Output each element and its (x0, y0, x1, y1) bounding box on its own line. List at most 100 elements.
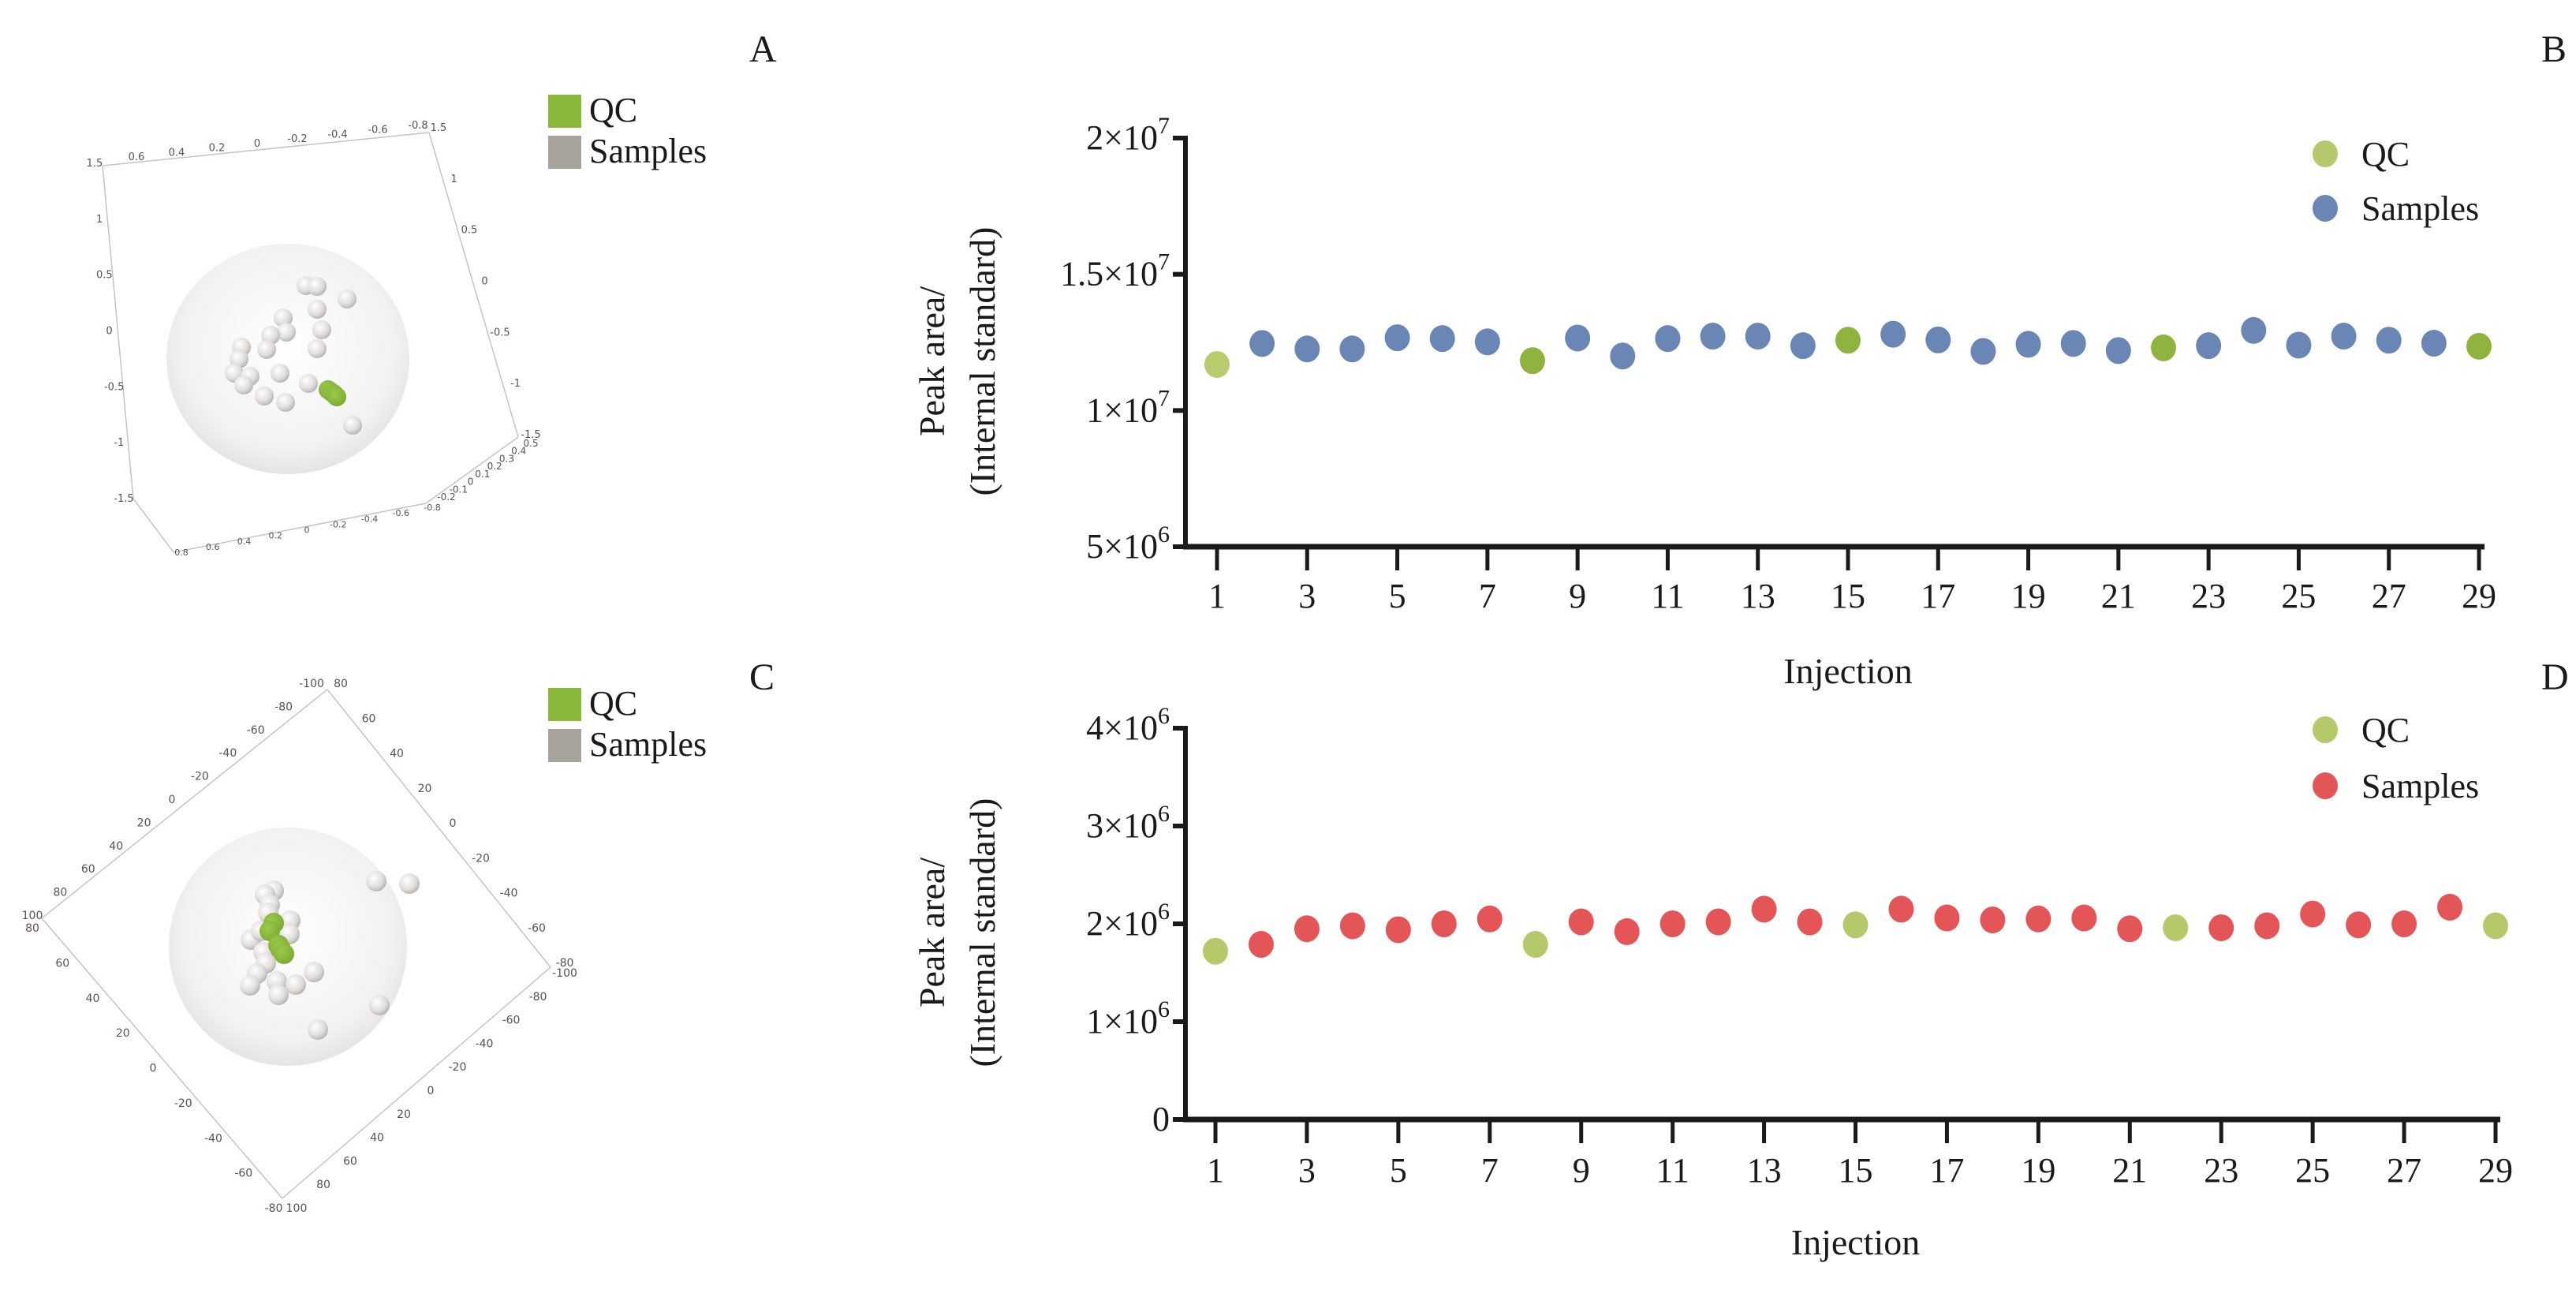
legend-label-qc: QC (589, 91, 637, 129)
y-axis-title-line: Peak area/ (912, 286, 952, 436)
axis-tick-label: 80 (334, 678, 348, 690)
axis-tick-label: -80 (556, 957, 574, 970)
data-point-qc (2163, 914, 2189, 941)
y-tick-mantissa: 2×10 (1086, 118, 1158, 157)
panel-c-3d-pca-plot: -100-80-60-40-20020406080100806040200-20… (22, 678, 707, 1215)
data-point-samples (1294, 335, 1320, 363)
x-tick-label: 21 (2101, 577, 2136, 615)
sample-point (308, 277, 327, 296)
data-point-samples (2254, 912, 2280, 940)
y-tick-mantissa: 3×10 (1086, 806, 1158, 845)
data-point-samples (1565, 324, 1591, 352)
x-tick-label: 11 (1656, 1151, 1689, 1190)
data-point-samples (1700, 323, 1726, 350)
data-point-samples (2025, 905, 2051, 933)
axis-edge (173, 503, 427, 553)
axis-tick-label: 0.2 (487, 461, 502, 472)
y-tick-exponent: 7 (1158, 385, 1170, 411)
axis-tick-label: 0.8 (174, 548, 189, 558)
axis-tick-label: 0.2 (269, 531, 283, 541)
axis-tick-label: -20 (449, 1061, 467, 1074)
x-tick-label: 7 (1481, 1151, 1499, 1190)
sample-point (299, 374, 318, 393)
axis-tick-label: -0.6 (393, 508, 409, 518)
data-point-samples (1614, 918, 1640, 945)
data-point-samples (1880, 320, 1906, 348)
axis-tick-label: 100 (22, 910, 43, 922)
data-point-samples (1431, 910, 1457, 937)
axis-tick-label: 20 (116, 1027, 130, 1040)
data-point-samples (2208, 914, 2234, 941)
data-point-samples (1751, 895, 1777, 923)
axis-tick-label: -0.5 (104, 381, 124, 393)
axis-tick-label: -0.2 (437, 492, 455, 503)
data-point-samples (1970, 338, 1996, 365)
x-axis-title: Injection (1783, 651, 1913, 691)
axis-tick-label: 0.5 (461, 225, 478, 237)
x-tick-label: 27 (2372, 577, 2406, 615)
data-point-samples (1384, 324, 1410, 352)
axis-tick-label: -100 (299, 678, 324, 690)
axis-tick-label: -40 (218, 747, 237, 760)
axis-tick-label: -60 (234, 1168, 252, 1180)
axis-tick-label: 0.6 (129, 151, 145, 163)
axis-tick-label: 0 (481, 276, 487, 288)
axis-tick-label: 0.6 (206, 542, 220, 552)
y-tick-mantissa: 4×10 (1086, 708, 1158, 747)
axis-tick-label: 0.5 (523, 438, 538, 449)
data-point-samples (2391, 910, 2417, 937)
axis-tick-label: 0.5 (96, 270, 113, 282)
axis-tick-label: -1.5 (114, 493, 133, 505)
x-tick-label: 17 (1929, 1151, 1964, 1190)
sample-point (286, 974, 306, 995)
x-tick-label: 15 (1839, 1151, 1873, 1190)
legend-label-qc: QC (2361, 711, 2410, 749)
y-tick-mantissa: 0 (1152, 1100, 1170, 1138)
y-tick-label: 4×106 (1086, 703, 1170, 747)
sample-point (255, 387, 274, 406)
data-point-samples (2421, 330, 2447, 357)
legend-swatch-qc (548, 95, 581, 128)
x-tick-label: 27 (2387, 1151, 2421, 1190)
axis-tick-label: 1 (450, 174, 457, 185)
x-tick-label: 9 (1573, 1151, 1590, 1190)
x-tick-label: 15 (1831, 577, 1865, 615)
axis-tick-label: 80 (25, 922, 39, 935)
axis-tick-label: -40 (204, 1132, 222, 1145)
x-tick-label: 19 (2021, 1151, 2055, 1190)
axis-tick-label: 0.4 (169, 147, 185, 159)
data-point-samples (1248, 931, 1274, 959)
axis-tick-label: -0.6 (368, 125, 387, 136)
axis-tick-label: -60 (502, 1015, 521, 1027)
data-point-samples (1339, 912, 1365, 940)
legend-swatch-qc (548, 688, 581, 721)
y-tick-label: 1×106 (1086, 996, 1170, 1041)
legend-marker-qc (2313, 140, 2338, 167)
axis-tick-label: 60 (55, 957, 69, 970)
qc-point (327, 387, 346, 406)
axis-tick-label: -0.2 (330, 519, 346, 529)
axis-tick-label: 40 (86, 992, 100, 1005)
x-tick-label: 3 (1298, 577, 1316, 615)
legend-marker-qc (2313, 716, 2338, 743)
axis-tick-label: -0.8 (424, 503, 440, 513)
data-point-samples (1888, 895, 1914, 923)
axis-tick-label: -0.5 (490, 327, 510, 338)
data-point-qc (2466, 332, 2492, 360)
panel-label-d: D (2541, 656, 2569, 698)
data-point-samples (1385, 916, 1411, 944)
sample-point (234, 376, 253, 394)
legend-label-qc: QC (589, 684, 637, 723)
axis-tick-label: -20 (174, 1097, 192, 1110)
legend-label-qc: QC (2361, 135, 2410, 174)
sample-point (308, 300, 327, 319)
sample-point (343, 416, 362, 435)
y-tick-label: 5×106 (1086, 521, 1170, 566)
axis-tick-label: 0 (427, 1085, 435, 1097)
x-tick-label: 1 (1207, 1151, 1224, 1190)
sample-point (276, 393, 295, 412)
data-point-samples (1429, 325, 1455, 353)
data-point-samples (1705, 908, 1731, 936)
